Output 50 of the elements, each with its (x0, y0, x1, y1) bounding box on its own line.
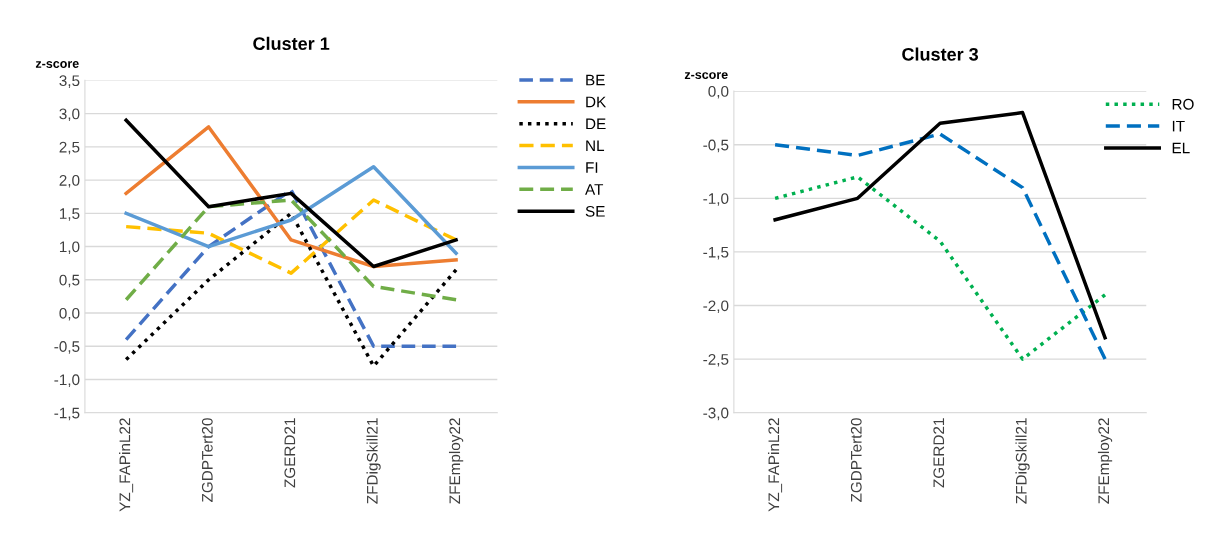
y-tick-label: -3,0 (703, 407, 729, 421)
x-tick-label: YZ_FAPinL22 (119, 418, 134, 512)
y-tick-label: 0,5 (59, 274, 80, 288)
legend-label: IT (1172, 120, 1185, 132)
line-series (124, 198, 458, 302)
x-tick-label: ZFDigSkill21 (1015, 418, 1030, 504)
y-tick-label: -1,5 (703, 246, 729, 260)
legend-label: BE (586, 74, 605, 86)
x-tick-label: ZGDPTert20 (201, 418, 213, 502)
y-tick-label: 2,5 (59, 141, 80, 155)
line-series (124, 198, 458, 275)
y-tick-label: -0,5 (703, 139, 729, 153)
x-tick-label: ZGERD21 (284, 418, 296, 488)
y-tick-label: 2,0 (59, 174, 80, 188)
x-tick-label: ZFDigSkill21 (366, 418, 381, 504)
y-axis-title: z-score (35, 61, 79, 68)
y-tick-label: 3,0 (59, 108, 80, 122)
line-series (124, 165, 458, 255)
legend-label: AT (585, 184, 604, 195)
legend-label: NL (586, 140, 605, 151)
line-series (124, 188, 458, 348)
line-series (773, 110, 1107, 340)
y-tick-label: -0,5 (54, 341, 80, 354)
legend-label: SE (585, 205, 605, 217)
line-series (124, 211, 458, 368)
line-series (773, 175, 1107, 361)
y-tick-label: 1,5 (59, 208, 80, 221)
y-tick-label: 1,0 (59, 241, 80, 255)
y-tick-label: -1,0 (54, 374, 80, 387)
legend-label: EL (1172, 142, 1190, 154)
y-tick-label: 0,0 (59, 307, 80, 321)
legend-label: RO (1172, 98, 1194, 110)
x-tick-label: ZFEmploy22 (448, 418, 464, 504)
legend-label: FI (586, 162, 598, 173)
y-tick-label: -2,0 (703, 300, 729, 314)
x-tick-label: ZGERD21 (933, 418, 945, 488)
legend-label: DK (586, 96, 607, 108)
chart-title: Cluster 1 (253, 36, 330, 51)
chart-title: Cluster 3 (902, 47, 979, 61)
x-tick-label: YZ_FAPinL22 (767, 418, 783, 512)
legend-label: DE (586, 118, 606, 130)
y-tick-label: -1,5 (54, 407, 80, 421)
y-tick-label: 3,5 (59, 75, 80, 88)
y-axis-title: z-score (684, 72, 728, 79)
line-series (773, 132, 1107, 361)
y-tick-label: 0,0 (708, 85, 729, 99)
y-tick-label: -1,0 (703, 193, 729, 206)
y-tick-label: -2,5 (703, 353, 729, 367)
x-tick-label: ZFEmploy22 (1097, 418, 1113, 504)
x-tick-label: ZGDPTert20 (850, 418, 862, 502)
